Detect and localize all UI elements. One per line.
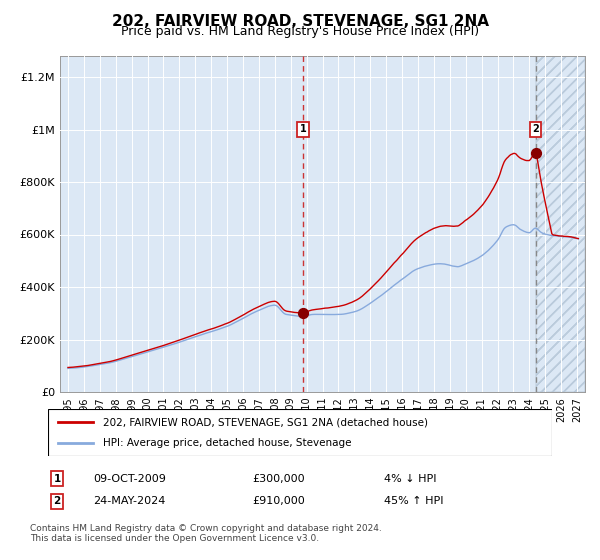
Text: £910,000: £910,000 [252, 496, 305, 506]
FancyBboxPatch shape [48, 409, 552, 456]
Text: Price paid vs. HM Land Registry's House Price Index (HPI): Price paid vs. HM Land Registry's House … [121, 25, 479, 38]
Text: 45% ↑ HPI: 45% ↑ HPI [384, 496, 443, 506]
Point [298, 309, 308, 318]
Text: 09-OCT-2009: 09-OCT-2009 [93, 474, 166, 484]
Text: HPI: Average price, detached house, Stevenage: HPI: Average price, detached house, Stev… [103, 438, 352, 448]
Point [531, 148, 541, 157]
Bar [536, 56, 585, 392]
Text: 24-MAY-2024: 24-MAY-2024 [93, 496, 166, 506]
Text: Contains HM Land Registry data © Crown copyright and database right 2024.
This d: Contains HM Land Registry data © Crown c… [30, 524, 382, 543]
Text: £300,000: £300,000 [252, 474, 305, 484]
Bar [536, 56, 585, 392]
Text: 2: 2 [532, 124, 539, 134]
Text: 2: 2 [53, 496, 61, 506]
Text: 4% ↓ HPI: 4% ↓ HPI [384, 474, 437, 484]
Text: 202, FAIRVIEW ROAD, STEVENAGE, SG1 2NA: 202, FAIRVIEW ROAD, STEVENAGE, SG1 2NA [112, 14, 488, 29]
Text: 1: 1 [299, 124, 307, 134]
Text: 202, FAIRVIEW ROAD, STEVENAGE, SG1 2NA (detached house): 202, FAIRVIEW ROAD, STEVENAGE, SG1 2NA (… [103, 417, 428, 427]
Text: 1: 1 [53, 474, 61, 484]
